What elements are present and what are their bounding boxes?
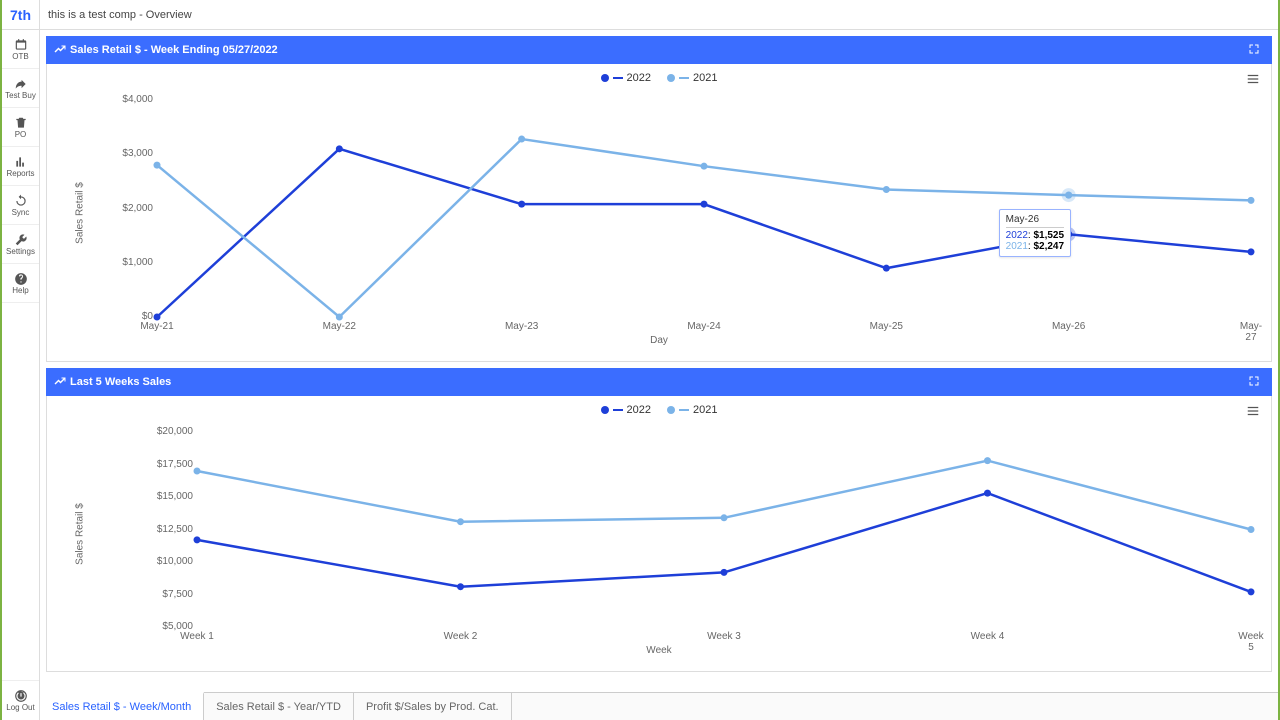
sidebar-item-label: Sync (12, 209, 30, 217)
question-icon (14, 272, 28, 286)
sidebar-items: OTB Test Buy PO Reports Sync Settings Help (2, 30, 39, 680)
series-point-2021[interactable] (883, 186, 890, 193)
tooltip: May-26 2022: $1,5252021: $2,247 (999, 209, 1071, 257)
series-point-2021[interactable] (1248, 197, 1255, 204)
chart2-plot-area: 20222021$5,000$7,500$10,000$12,500$15,00… (46, 396, 1272, 672)
sidebar-item-label: Help (12, 287, 28, 295)
tab-sales-retail-year-ytd[interactable]: Sales Retail $ - Year/YTD (204, 693, 354, 720)
series-point-2022[interactable] (883, 265, 890, 272)
sidebar-item-otb[interactable]: OTB (2, 30, 39, 69)
sidebar: 7th OTB Test Buy PO Reports Sync Settings Help… (2, 0, 40, 720)
sidebar-item-settings[interactable]: Settings (2, 225, 39, 264)
expand-icon[interactable] (1248, 375, 1264, 390)
trash-icon (14, 116, 28, 130)
plot-svg (47, 396, 1271, 671)
sidebar-item-test-buy[interactable]: Test Buy (2, 69, 39, 108)
series-line-2022 (157, 149, 1251, 317)
sidebar-item-label: PO (15, 131, 27, 139)
chart2-header: Last 5 Weeks Sales (46, 368, 1272, 396)
series-point-2022[interactable] (154, 314, 161, 321)
series-point-2021[interactable] (336, 314, 343, 321)
logout-label: Log Out (6, 703, 34, 712)
chart-icon (54, 44, 66, 56)
tab-sales-retail-week-month[interactable]: Sales Retail $ - Week/Month (40, 692, 204, 720)
chart1-panel: Sales Retail $ - Week Ending 05/27/2022 … (46, 36, 1272, 362)
sidebar-item-label: Settings (6, 248, 35, 256)
series-point-2021[interactable] (721, 514, 728, 521)
series-point-2022[interactable] (1248, 588, 1255, 595)
sidebar-item-po[interactable]: PO (2, 108, 39, 147)
chart-icon (54, 376, 66, 388)
series-point-2021[interactable] (194, 468, 201, 475)
sidebar-item-help[interactable]: Help (2, 264, 39, 303)
logout-button[interactable]: Log Out (2, 680, 39, 720)
expand-icon[interactable] (1248, 43, 1264, 58)
series-point-2022[interactable] (1248, 248, 1255, 255)
series-point-2022[interactable] (457, 583, 464, 590)
series-point-2021[interactable] (1248, 526, 1255, 533)
sidebar-item-reports[interactable]: Reports (2, 147, 39, 186)
series-point-2022[interactable] (518, 201, 525, 208)
series-point-2022[interactable] (701, 201, 708, 208)
series-point-2022[interactable] (984, 490, 991, 497)
page-title: this is a test comp - Overview (40, 0, 1278, 30)
chart2-title: Last 5 Weeks Sales (70, 376, 171, 388)
series-point-2021[interactable] (518, 136, 525, 143)
share-icon (14, 77, 28, 91)
series-point-2021[interactable] (984, 457, 991, 464)
sidebar-item-label: Test Buy (5, 92, 36, 100)
highlight-point (1065, 192, 1072, 199)
chart1-header: Sales Retail $ - Week Ending 05/27/2022 (46, 36, 1272, 64)
tooltip-row: 2021: $2,247 (1006, 241, 1064, 252)
logo: 7th (2, 0, 39, 30)
wrench-icon (14, 233, 28, 247)
plot-svg (47, 64, 1271, 361)
series-point-2021[interactable] (457, 518, 464, 525)
bar-icon (14, 155, 28, 169)
series-point-2022[interactable] (336, 145, 343, 152)
tooltip-row: 2022: $1,525 (1006, 230, 1064, 241)
tab-profit-sales-by-prod-cat-[interactable]: Profit $/Sales by Prod. Cat. (354, 693, 512, 720)
tooltip-title: May-26 (1006, 214, 1064, 228)
refresh-icon (14, 194, 28, 208)
series-point-2022[interactable] (721, 569, 728, 576)
series-line-2022 (197, 493, 1251, 592)
sidebar-item-label: Reports (6, 170, 34, 178)
series-point-2022[interactable] (194, 536, 201, 543)
series-point-2021[interactable] (701, 163, 708, 170)
series-point-2021[interactable] (154, 162, 161, 169)
bottom-tabs: Sales Retail $ - Week/MonthSales Retail … (40, 692, 1278, 720)
chart1-title: Sales Retail $ - Week Ending 05/27/2022 (70, 44, 278, 56)
sidebar-item-sync[interactable]: Sync (2, 186, 39, 225)
sidebar-item-label: OTB (12, 53, 28, 61)
chart1-plot-area: 20222021$0$1,000$2,000$3,000$4,000Sales … (46, 64, 1272, 362)
chart2-panel: Last 5 Weeks Sales 20222021$5,000$7,500$… (46, 368, 1272, 672)
calendar-icon (14, 38, 28, 52)
